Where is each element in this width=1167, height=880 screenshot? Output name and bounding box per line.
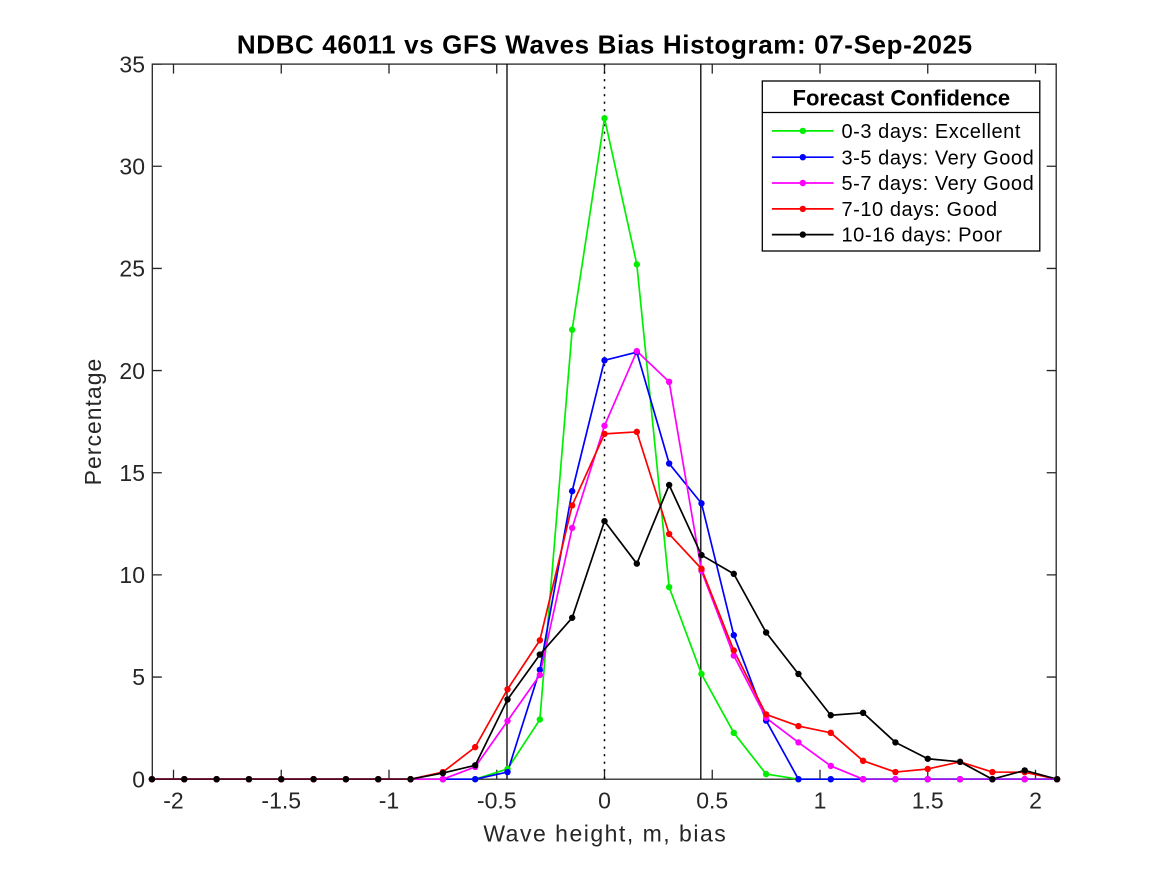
- svg-text:15: 15: [119, 460, 145, 486]
- svg-text:0-3 days: Excellent: 0-3 days: Excellent: [842, 121, 1021, 143]
- svg-text:Forecast Confidence: Forecast Confidence: [793, 85, 1011, 110]
- svg-text:0: 0: [598, 788, 611, 814]
- svg-text:-1: -1: [379, 788, 399, 814]
- svg-text:35: 35: [119, 51, 145, 77]
- svg-text:NDBC 46011 vs GFS Waves Bias H: NDBC 46011 vs GFS Waves Bias Histogram: …: [237, 29, 973, 59]
- svg-text:-1.5: -1.5: [261, 788, 301, 814]
- svg-text:0: 0: [132, 766, 145, 792]
- svg-text:-0.5: -0.5: [477, 788, 517, 814]
- svg-text:Percentage: Percentage: [80, 358, 106, 486]
- svg-text:1.5: 1.5: [912, 788, 944, 814]
- svg-text:25: 25: [119, 256, 145, 282]
- svg-text:0.5: 0.5: [696, 788, 728, 814]
- svg-text:10: 10: [119, 562, 145, 588]
- svg-text:30: 30: [119, 153, 145, 179]
- svg-text:7-10 days: Good: 7-10 days: Good: [842, 199, 998, 221]
- svg-text:-2: -2: [163, 788, 183, 814]
- svg-text:10-16 days: Poor: 10-16 days: Poor: [842, 225, 1003, 247]
- svg-text:5-7 days: Very Good: 5-7 days: Very Good: [842, 173, 1035, 195]
- svg-text:2: 2: [1029, 788, 1042, 814]
- svg-text:1: 1: [814, 788, 827, 814]
- svg-text:5: 5: [132, 664, 145, 690]
- svg-text:20: 20: [119, 358, 145, 384]
- svg-text:Wave height, m, bias: Wave height, m, bias: [483, 820, 727, 846]
- svg-text:3-5 days: Very Good: 3-5 days: Very Good: [842, 147, 1035, 169]
